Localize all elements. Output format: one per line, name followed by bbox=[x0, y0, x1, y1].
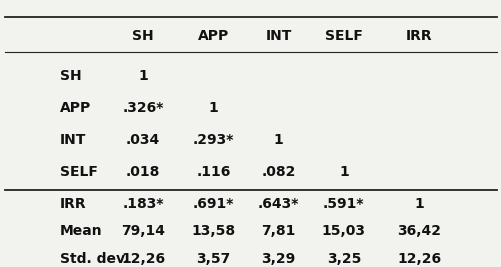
Text: 3,29: 3,29 bbox=[261, 252, 295, 266]
Text: 79,14: 79,14 bbox=[121, 224, 165, 238]
Text: INT: INT bbox=[60, 133, 87, 147]
Text: SH: SH bbox=[60, 69, 82, 83]
Text: .326*: .326* bbox=[122, 101, 163, 115]
Text: APP: APP bbox=[197, 29, 228, 43]
Text: .691*: .691* bbox=[192, 197, 233, 211]
Text: Std. dev.: Std. dev. bbox=[60, 252, 129, 266]
Text: 1: 1 bbox=[208, 101, 218, 115]
Text: INT: INT bbox=[265, 29, 291, 43]
Text: .183*: .183* bbox=[122, 197, 163, 211]
Text: 7,81: 7,81 bbox=[261, 224, 295, 238]
Text: 3,25: 3,25 bbox=[326, 252, 360, 266]
Text: 1: 1 bbox=[413, 197, 423, 211]
Text: 1: 1 bbox=[273, 133, 283, 147]
Text: 3,57: 3,57 bbox=[196, 252, 230, 266]
Text: 12,26: 12,26 bbox=[121, 252, 165, 266]
Text: SH: SH bbox=[132, 29, 154, 43]
Text: .034: .034 bbox=[126, 133, 160, 147]
Text: SELF: SELF bbox=[324, 29, 362, 43]
Text: 13,58: 13,58 bbox=[191, 224, 235, 238]
Text: .116: .116 bbox=[196, 165, 230, 179]
Text: .293*: .293* bbox=[192, 133, 233, 147]
Text: 12,26: 12,26 bbox=[396, 252, 440, 266]
Text: 1: 1 bbox=[338, 165, 348, 179]
Text: 15,03: 15,03 bbox=[321, 224, 365, 238]
Text: .082: .082 bbox=[261, 165, 295, 179]
Text: IRR: IRR bbox=[405, 29, 432, 43]
Text: 1: 1 bbox=[138, 69, 148, 83]
Text: APP: APP bbox=[60, 101, 91, 115]
Text: .591*: .591* bbox=[323, 197, 364, 211]
Text: .018: .018 bbox=[126, 165, 160, 179]
Text: Mean: Mean bbox=[60, 224, 103, 238]
Text: IRR: IRR bbox=[60, 197, 87, 211]
Text: SELF: SELF bbox=[60, 165, 98, 179]
Text: 36,42: 36,42 bbox=[396, 224, 440, 238]
Text: .643*: .643* bbox=[258, 197, 299, 211]
